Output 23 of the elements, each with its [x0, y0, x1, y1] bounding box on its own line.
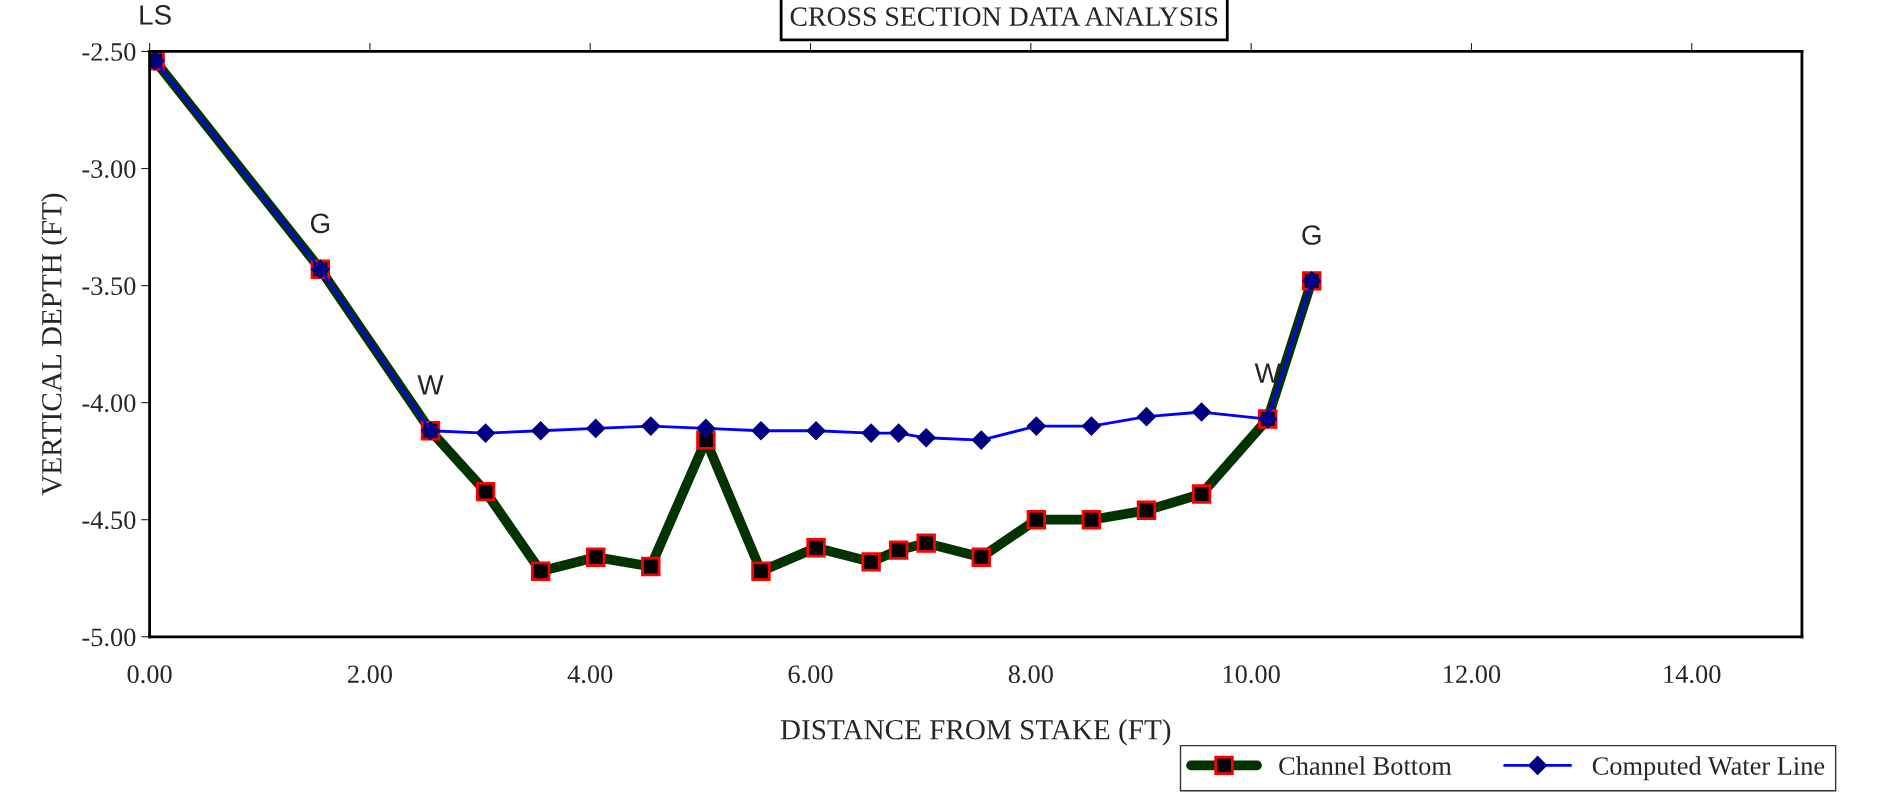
x-tick-label: 10.00	[1223, 665, 1280, 684]
x-axis-title: DISTANCE FROM STAKE (FT)	[780, 719, 1171, 746]
y-tick-label: -3.00	[82, 160, 136, 179]
x-tick-label: 12.00	[1444, 665, 1501, 684]
x-tick-label: 0.00	[127, 665, 172, 684]
y-tick-label: -4.50	[82, 511, 136, 530]
x-tick-label: 8.00	[1008, 665, 1053, 684]
x-tick-label: 6.00	[788, 665, 833, 684]
y-tick-label: -4.00	[82, 394, 136, 413]
annotation: G	[1302, 225, 1321, 245]
annotation: LS	[140, 5, 171, 25]
y-tick-label: -5.00	[82, 628, 136, 647]
legend-label: Channel Bottom	[1279, 756, 1452, 775]
x-tick-label: 14.00	[1664, 665, 1721, 684]
annotation: W	[417, 375, 444, 395]
y-tick-label: -2.50	[82, 43, 136, 61]
annotation: G	[310, 213, 330, 234]
y-axis-title: VERTICAL DEPTH (FT)	[41, 193, 68, 496]
x-tick-label: 4.00	[567, 665, 613, 684]
x-tick-label: 2.00	[347, 665, 392, 684]
legend-label: Computed Water Line	[1592, 756, 1825, 781]
chart-title: CROSS SECTION DATA ANALYSIS	[790, 7, 1218, 26]
y-tick-label: -3.50	[82, 277, 136, 296]
